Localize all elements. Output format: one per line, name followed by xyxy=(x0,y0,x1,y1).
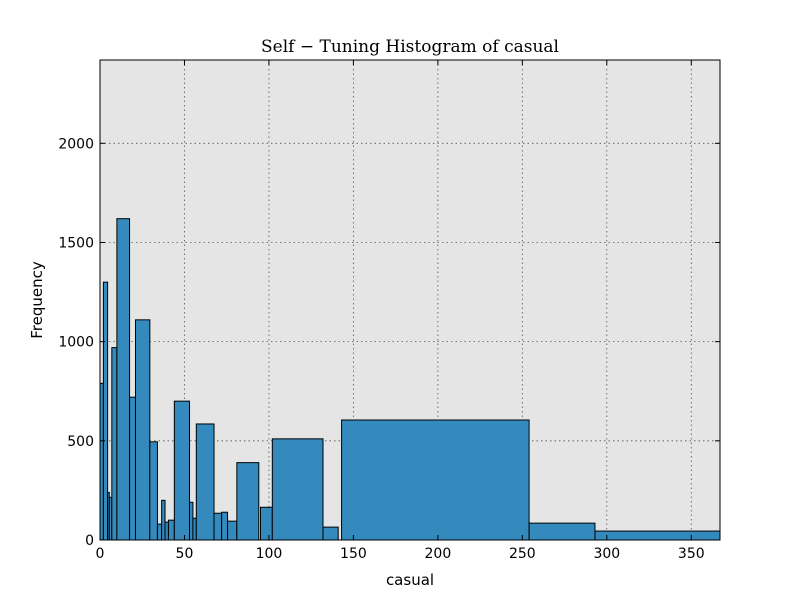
histogram-bar xyxy=(111,347,118,541)
plot-frame xyxy=(99,59,721,541)
histogram-bar xyxy=(189,501,194,541)
histogram-bar xyxy=(221,511,229,541)
histogram-bar xyxy=(322,526,339,541)
histogram-bar xyxy=(195,423,215,541)
histogram-bar xyxy=(341,419,530,541)
y-tick-label: 500 xyxy=(67,434,94,450)
y-axis-label: Frequency xyxy=(28,261,46,339)
histogram-bar xyxy=(173,400,191,541)
x-tick-label: 100 xyxy=(256,546,283,562)
x-tick-label: 350 xyxy=(678,546,705,562)
x-tick-label: 0 xyxy=(96,546,105,562)
histogram-bar xyxy=(594,530,721,541)
histogram-bar xyxy=(528,522,596,541)
x-axis-label: casual xyxy=(386,571,434,589)
ticks: 0 50 100 150 200 250 300 350 0 500 1000 1500 2000 xyxy=(58,60,720,562)
y-tick-label: 1500 xyxy=(58,235,94,251)
y-tick-label: 0 xyxy=(85,533,94,549)
histogram-bar xyxy=(156,523,163,541)
histogram-bar xyxy=(271,438,324,541)
x-tick-label: 250 xyxy=(509,546,536,562)
y-tick-label: 2000 xyxy=(58,136,94,152)
x-tick-label: 200 xyxy=(425,546,452,562)
histogram-bar xyxy=(134,319,151,541)
y-tick-label: 1000 xyxy=(58,335,94,351)
histogram-bar xyxy=(129,396,136,541)
histogram-bar xyxy=(149,441,158,541)
x-tick-label: 150 xyxy=(340,546,367,562)
histogram-bar xyxy=(259,506,273,541)
histogram-bar xyxy=(236,462,260,541)
chart-title: Self − Tuning Histogram of casual xyxy=(261,37,559,57)
histogram-bar xyxy=(99,382,104,541)
histogram-bar xyxy=(161,499,166,541)
histogram-bar xyxy=(213,512,223,541)
x-tick-label: 300 xyxy=(593,546,620,562)
x-tick-label: 50 xyxy=(176,546,194,562)
histogram-bar xyxy=(167,519,175,541)
histogram-bar xyxy=(102,281,109,541)
histogram-bar xyxy=(227,520,238,541)
histogram-bar xyxy=(116,218,131,541)
histogram-bar xyxy=(192,517,197,541)
histogram-bar xyxy=(164,521,169,541)
